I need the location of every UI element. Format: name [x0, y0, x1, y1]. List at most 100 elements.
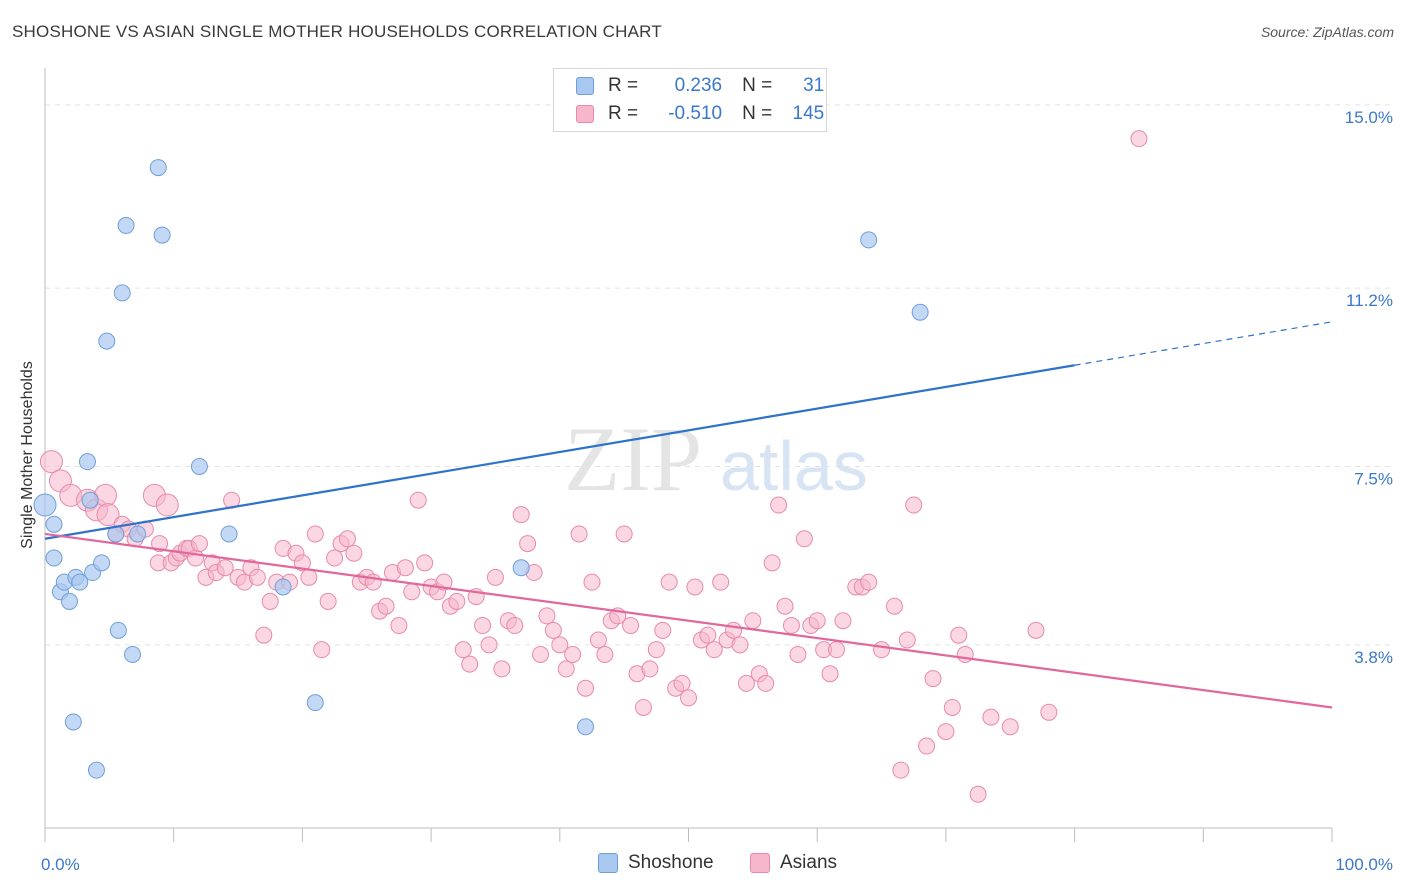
- asians-point: [416, 554, 434, 572]
- legend-r-label: R =: [608, 75, 639, 96]
- shoshone-point: [220, 525, 238, 543]
- asians-point: [937, 723, 955, 741]
- asians-point: [892, 761, 910, 779]
- asians-point: [474, 617, 492, 635]
- x-tick-label: 100.0%: [1335, 855, 1393, 874]
- watermark-atlas: atlas: [720, 427, 868, 505]
- asians-point: [493, 660, 511, 678]
- asians-swatch: [576, 105, 594, 123]
- shoshone-trend-line: [44, 364, 1075, 540]
- asians-point: [377, 597, 395, 615]
- asians-point: [873, 641, 891, 659]
- watermark-zip: ZIP: [564, 408, 702, 510]
- asians-point: [725, 621, 743, 639]
- asians-point: [261, 592, 279, 610]
- asians-point: [480, 636, 498, 654]
- legend-row-shoshone: R = 0.236 N = 31: [576, 75, 824, 97]
- asians-point: [918, 737, 936, 755]
- asians-point: [654, 621, 672, 639]
- asians-point: [898, 631, 916, 649]
- asians-point: [454, 641, 472, 659]
- asians-point: [531, 645, 549, 663]
- shoshone-point: [512, 559, 530, 577]
- shoshone-points: [33, 159, 929, 779]
- shoshone-point: [117, 216, 135, 234]
- asians-point: [570, 525, 588, 543]
- asians-point: [770, 496, 788, 514]
- y-tick-label: 7.5%: [1354, 469, 1393, 488]
- asians-point: [737, 674, 755, 692]
- asians-point: [564, 645, 582, 663]
- asians-point: [345, 544, 363, 562]
- asians-point: [789, 645, 807, 663]
- shoshone-point: [124, 645, 142, 663]
- asians-point: [190, 535, 208, 553]
- asians-point: [763, 554, 781, 572]
- asians-point: [96, 503, 120, 527]
- asians-point: [519, 535, 537, 553]
- asians-point: [390, 617, 408, 635]
- asians-point: [596, 645, 614, 663]
- asians-point: [583, 573, 601, 591]
- shoshone-trend-extension: [1074, 321, 1333, 366]
- legend-r-label: R =: [608, 103, 639, 124]
- asians-point: [216, 559, 234, 577]
- asians-point: [557, 660, 575, 678]
- y-tick-label: 3.8%: [1354, 648, 1393, 667]
- asians-point: [319, 592, 337, 610]
- shoshone-point: [33, 493, 57, 517]
- legend-n-value: 145: [792, 103, 825, 124]
- asians-point: [622, 617, 640, 635]
- asians-point: [300, 568, 318, 586]
- asians-point: [155, 493, 179, 517]
- asians-point: [486, 568, 504, 586]
- asians-point: [634, 698, 652, 716]
- asians-points: [39, 130, 1148, 803]
- asians-point: [615, 525, 633, 543]
- source-label: Source: ZipAtlas.com: [1260, 24, 1394, 40]
- legend-item-asians: Asians: [750, 852, 837, 874]
- shoshone-point: [71, 573, 89, 591]
- asians-point: [673, 674, 691, 692]
- shoshone-point: [109, 621, 127, 639]
- asians-point: [577, 679, 595, 697]
- shoshone-point: [98, 332, 116, 350]
- asians-point: [338, 530, 356, 548]
- shoshone-point: [81, 491, 99, 509]
- asians-point: [1040, 703, 1058, 721]
- shoshone-point: [45, 549, 63, 567]
- legend-row-asians: R = -0.510 N = 145: [576, 103, 824, 125]
- shoshone-legend-swatch: [598, 853, 618, 873]
- asians-point: [544, 621, 562, 639]
- asians-point: [956, 645, 974, 663]
- asians-point: [885, 597, 903, 615]
- asians-point: [326, 549, 344, 567]
- asians-point: [757, 674, 775, 692]
- asians-point: [39, 450, 63, 474]
- asians-point: [699, 626, 717, 644]
- legend-n-label: N =: [742, 75, 773, 96]
- y-tick-label: 15.0%: [1345, 108, 1393, 127]
- asians-point: [461, 655, 479, 673]
- correlation-legend: R = 0.236 N = 31 R = -0.510 N = 145: [553, 68, 827, 132]
- asians-point: [782, 617, 800, 635]
- shoshone-point: [113, 284, 131, 302]
- asians-point: [506, 617, 524, 635]
- asians-point: [680, 689, 697, 707]
- shoshone-point: [860, 231, 878, 249]
- asians-point: [860, 573, 878, 591]
- asians-point: [551, 636, 569, 654]
- shoshone-point: [190, 457, 208, 475]
- shoshone-point: [129, 525, 147, 543]
- trend-lines: [44, 321, 1333, 709]
- asians-point: [647, 641, 665, 659]
- asians-legend-label: Asians: [780, 852, 838, 873]
- asians-point: [828, 641, 846, 659]
- shoshone-point: [306, 694, 324, 712]
- shoshone-point: [45, 515, 63, 533]
- asians-point: [950, 626, 968, 644]
- legend-r-value: -0.510: [668, 103, 723, 124]
- asians-point: [248, 568, 266, 586]
- asians-point: [448, 592, 466, 610]
